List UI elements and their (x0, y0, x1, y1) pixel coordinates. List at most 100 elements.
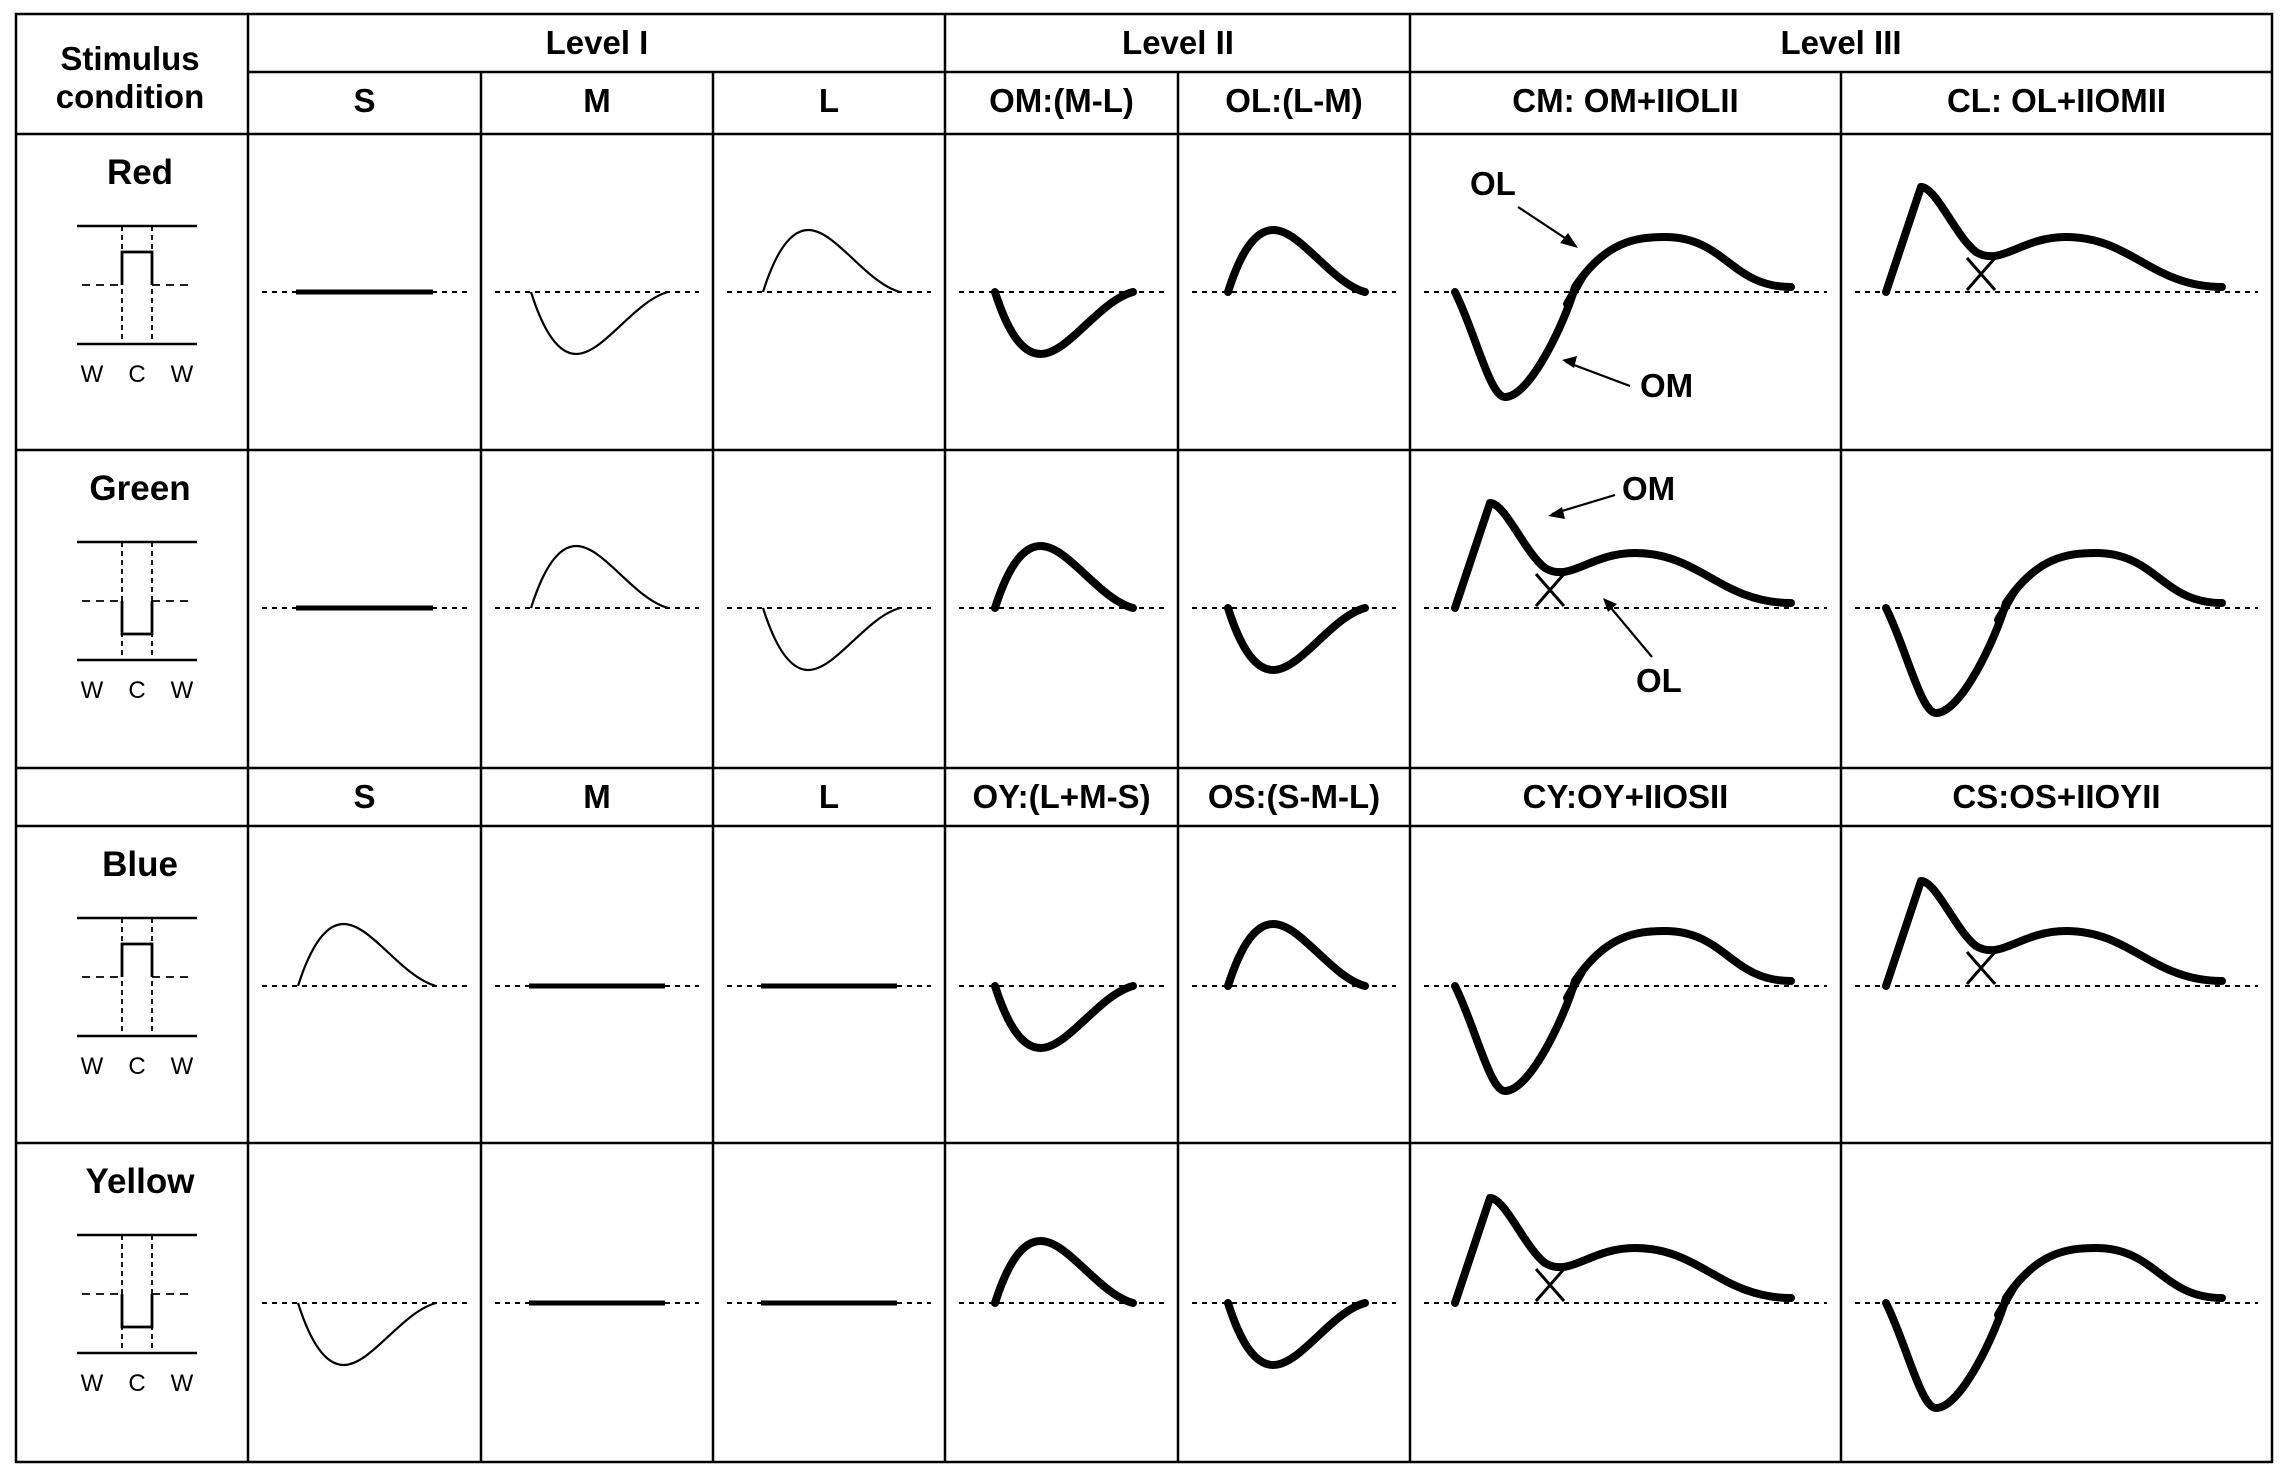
response-cell (1855, 877, 2258, 990)
response-cell (495, 544, 699, 610)
stimulus-tick-label: W (81, 1370, 104, 1397)
response-cell (262, 922, 467, 988)
positive-response-curve (296, 922, 437, 988)
column-subheader: CM: OM+IIOLII (1512, 82, 1738, 119)
response-cell (959, 1237, 1164, 1307)
stimulus-tick-label: C (128, 1370, 145, 1397)
response-cell (727, 228, 931, 294)
positive-response-curve (761, 228, 901, 294)
column-subheaders-bottom: S M L OY:(L+M-S) OS:(S-M-L) CY:OY+IIOSII CS:OS… (353, 778, 2160, 815)
column-subheader: L (819, 778, 839, 815)
column-subheader: S (353, 82, 375, 119)
column-subheader: OY:(L+M-S) (972, 778, 1150, 815)
stimulus-tick-label: W (171, 361, 194, 388)
crossing-kink (1563, 966, 1587, 1002)
stimulus-header-line1: Stimulus (60, 40, 199, 77)
level-1-header: Level I (546, 24, 649, 61)
row-blue: Blue W C W (77, 845, 2258, 1095)
cross-mark (1965, 257, 1997, 291)
negative-response-curve (991, 982, 1137, 1052)
combined-pos-pos-curve (1882, 183, 2226, 296)
green-cm-ol-label: OL (1636, 662, 1682, 699)
negative-response-curve (296, 1301, 437, 1367)
green-cm-annotations: OM OL (1548, 470, 1682, 699)
stimulus-tick-label: W (171, 1370, 194, 1397)
stimulus-tick-label: W (171, 1053, 194, 1080)
column-subheader: CL: OL+IIOMII (1947, 82, 2166, 119)
row-label: Yellow (86, 1162, 196, 1201)
stimulus-tick-label: W (81, 1053, 104, 1080)
response-cell (262, 1301, 467, 1367)
combined-neg-pos-curve (1451, 233, 1795, 401)
response-cell (727, 606, 931, 672)
red-cm-ol-arrowhead (1560, 233, 1578, 248)
positive-response-curve (529, 544, 669, 610)
cross-mark (1534, 1268, 1566, 1302)
response-cell (1424, 233, 1827, 401)
cross-mark (1965, 951, 1997, 985)
combined-pos-pos-curve (1451, 1194, 1795, 1307)
stimulus-tick-label: W (171, 677, 194, 704)
row-green: Green W C W (77, 469, 2258, 717)
row-red: Red W C W (77, 153, 2258, 401)
row-label: Red (107, 153, 173, 192)
stimulus-tick-label: W (81, 361, 104, 388)
column-subheader: OS:(S-M-L) (1208, 778, 1380, 815)
response-cell (959, 288, 1164, 358)
red-cm-ol-label: OL (1470, 165, 1516, 202)
column-subheader: L (819, 82, 839, 119)
column-subheaders-top: S M L OM:(M-L) OL:(L-M) CM: OM+IIOLII CL: OL+I… (353, 82, 2166, 119)
response-cell (1424, 927, 1827, 1095)
column-subheader: CY:OY+IIOSII (1523, 778, 1729, 815)
red-cm-om-arrowhead (1562, 356, 1577, 368)
combined-pos-pos-curve (1882, 877, 2226, 990)
combined-pos-pos-curve (1451, 499, 1795, 612)
positive-response-curve (1224, 226, 1369, 296)
row-label: Green (89, 469, 190, 508)
stimulus-tick-label: C (128, 677, 145, 704)
crossing-kink (1563, 272, 1587, 308)
crossing-kink (1994, 1283, 2018, 1319)
stimulus-header-line2: condition (56, 78, 204, 115)
combined-neg-pos-curve (1451, 927, 1795, 1095)
response-cell (1424, 499, 1827, 612)
negative-response-curve (991, 288, 1137, 358)
green-cm-ol-arrowhead (1603, 598, 1617, 612)
column-subheader: M (583, 778, 611, 815)
stimulus-tick-label: W (81, 677, 104, 704)
response-cell (1855, 183, 2258, 296)
green-cm-om-arrowhead (1548, 507, 1565, 519)
positive-response-curve (991, 542, 1137, 612)
response-cell (959, 542, 1164, 612)
response-cell (1192, 226, 1396, 296)
response-cell (1855, 1244, 2258, 1412)
negative-response-curve (1224, 1299, 1369, 1369)
combined-neg-pos-curve (1882, 549, 2226, 717)
negative-response-curve (761, 606, 901, 672)
column-subheader: CS:OS+IIOYII (1952, 778, 2160, 815)
negative-response-curve (529, 290, 669, 356)
response-cell (959, 982, 1164, 1052)
green-cm-ol-arrow (1605, 601, 1653, 658)
red-cm-om-label: OM (1640, 367, 1693, 404)
response-cell (1855, 549, 2258, 717)
negative-response-curve (1224, 604, 1369, 674)
response-cell (1192, 604, 1396, 674)
column-subheader: OM:(M-L) (989, 82, 1134, 119)
column-subheader: M (583, 82, 611, 119)
response-cell (1192, 1299, 1396, 1369)
red-cm-om-arrow (1565, 360, 1631, 388)
stimulus-tick-label: C (128, 1053, 145, 1080)
positive-response-curve (991, 1237, 1137, 1307)
crossing-kink (1994, 588, 2018, 624)
response-cell (495, 290, 699, 356)
table-grid (14, 12, 2274, 1464)
response-cell (1424, 1194, 1827, 1307)
positive-response-curve (1224, 920, 1369, 990)
column-subheader: S (353, 778, 375, 815)
